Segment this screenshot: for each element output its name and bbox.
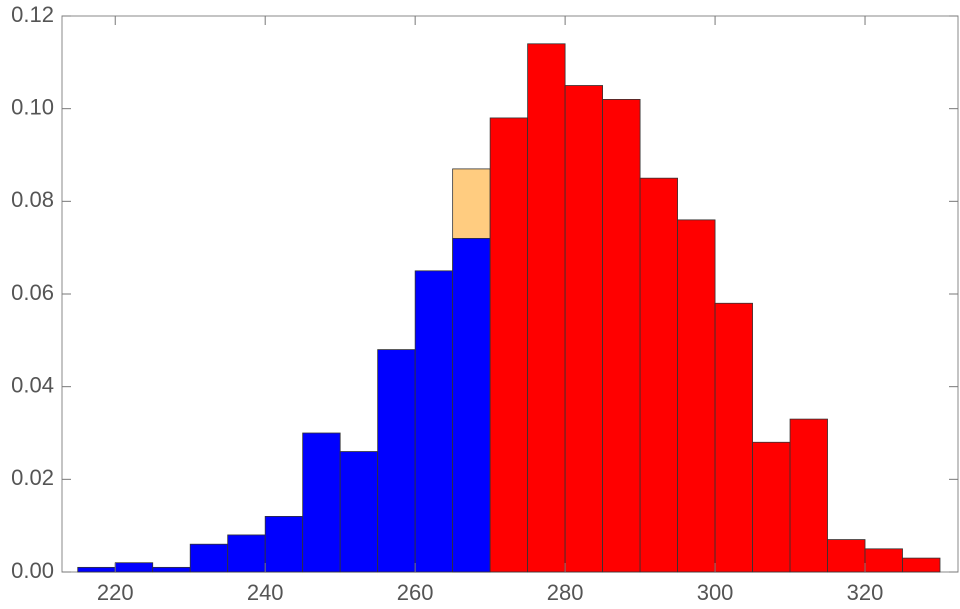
x-tick-label: 260 <box>397 580 434 605</box>
bar <box>339 451 379 573</box>
bar <box>264 516 304 573</box>
bar <box>864 548 903 573</box>
x-tick-label: 300 <box>697 580 734 605</box>
bar <box>639 177 678 573</box>
x-tick-label: 220 <box>97 580 134 605</box>
bar <box>827 539 866 573</box>
bar <box>189 543 229 573</box>
y-tick-label: 0.10 <box>11 94 54 119</box>
y-tick-label: 0.02 <box>11 465 54 490</box>
bar <box>377 349 416 573</box>
y-tick-label: 0.12 <box>11 2 54 27</box>
bar <box>227 534 266 573</box>
bar <box>527 43 566 573</box>
y-tick-label: 0.00 <box>11 558 54 583</box>
x-tick-label: 280 <box>547 580 584 605</box>
bar <box>902 557 941 573</box>
bar <box>602 99 641 573</box>
bar <box>414 270 454 573</box>
bar <box>789 418 828 573</box>
bar <box>564 85 603 573</box>
bar <box>752 441 791 573</box>
bar <box>452 237 491 573</box>
y-tick-label: 0.08 <box>11 187 54 212</box>
bar <box>489 117 529 573</box>
bar <box>677 219 716 573</box>
x-tick-label: 320 <box>847 580 884 605</box>
bar <box>714 302 753 573</box>
bar <box>77 566 116 573</box>
y-tick-label: 0.04 <box>11 372 54 397</box>
bar <box>114 562 154 573</box>
bar <box>302 432 341 573</box>
y-tick-label: 0.06 <box>11 280 54 305</box>
x-tick-label: 240 <box>247 580 284 605</box>
bar <box>152 566 191 573</box>
